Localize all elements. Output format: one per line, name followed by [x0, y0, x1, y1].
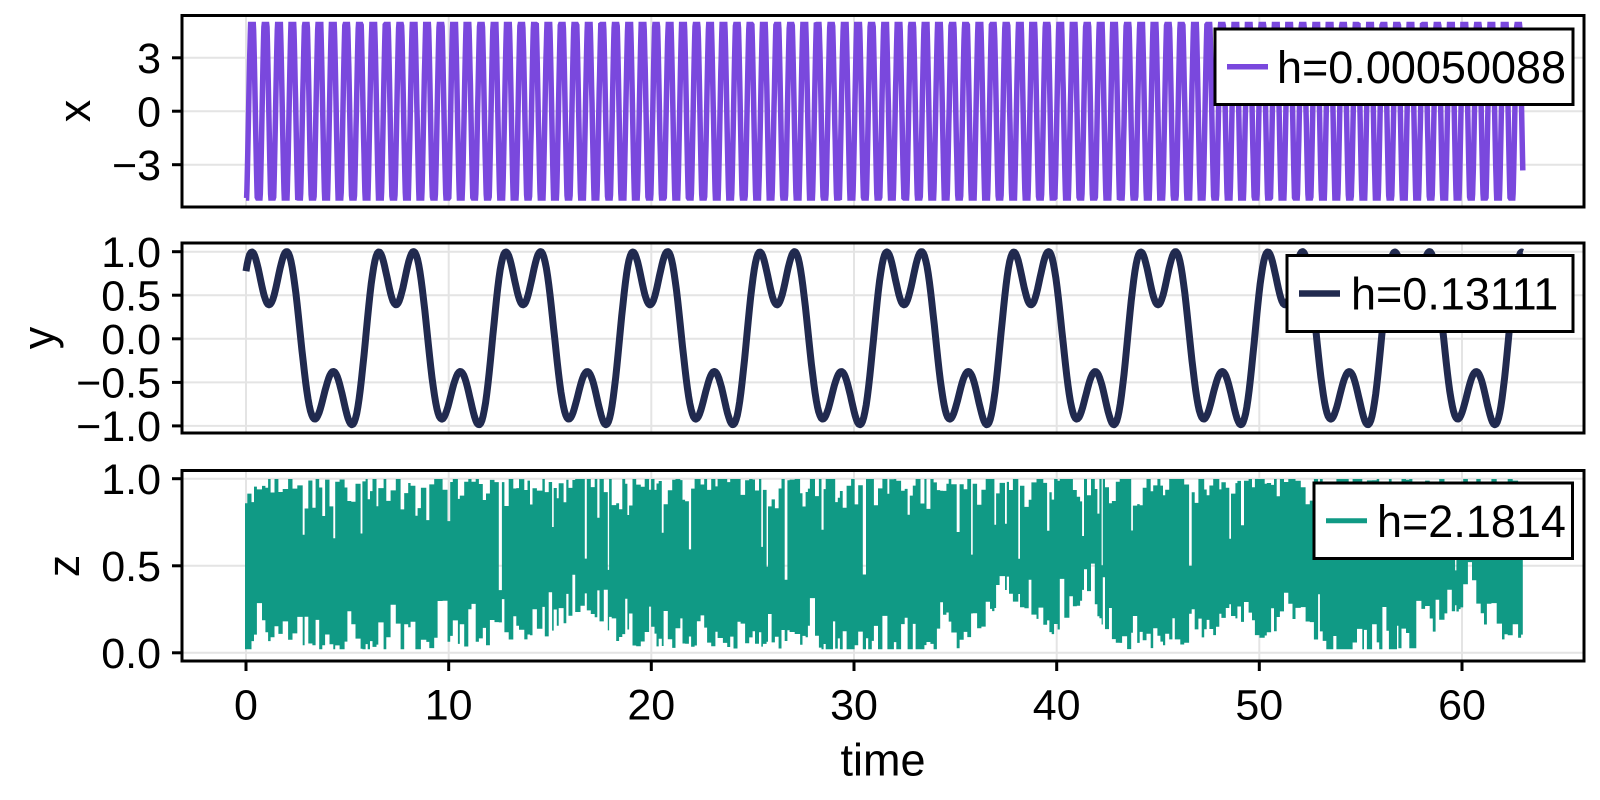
svg-text:h=2.1814: h=2.1814	[1377, 496, 1566, 547]
svg-text:30: 30	[830, 681, 878, 729]
svg-text:60: 60	[1438, 681, 1486, 729]
svg-text:h=0.00050088: h=0.00050088	[1277, 42, 1566, 93]
svg-text:0.5: 0.5	[101, 273, 161, 321]
svg-text:y: y	[13, 326, 64, 349]
svg-text:3: 3	[137, 35, 161, 83]
svg-text:0: 0	[234, 681, 258, 729]
svg-text:10: 10	[425, 681, 473, 729]
svg-text:time: time	[840, 735, 925, 786]
svg-text:0: 0	[137, 89, 161, 137]
svg-text:−1.0: −1.0	[76, 403, 161, 451]
svg-text:z: z	[38, 555, 89, 578]
svg-text:0.5: 0.5	[101, 543, 161, 591]
svg-text:0.0: 0.0	[101, 630, 161, 678]
svg-text:50: 50	[1235, 681, 1283, 729]
svg-text:0.0: 0.0	[101, 316, 161, 364]
svg-text:x: x	[49, 99, 100, 122]
svg-text:1.0: 1.0	[101, 229, 161, 277]
svg-text:−0.5: −0.5	[76, 360, 161, 408]
svg-text:1.0: 1.0	[101, 456, 161, 504]
svg-text:20: 20	[627, 681, 675, 729]
svg-text:−3: −3	[112, 142, 161, 190]
svg-text:h=0.13111: h=0.13111	[1351, 269, 1558, 320]
svg-text:40: 40	[1033, 681, 1081, 729]
